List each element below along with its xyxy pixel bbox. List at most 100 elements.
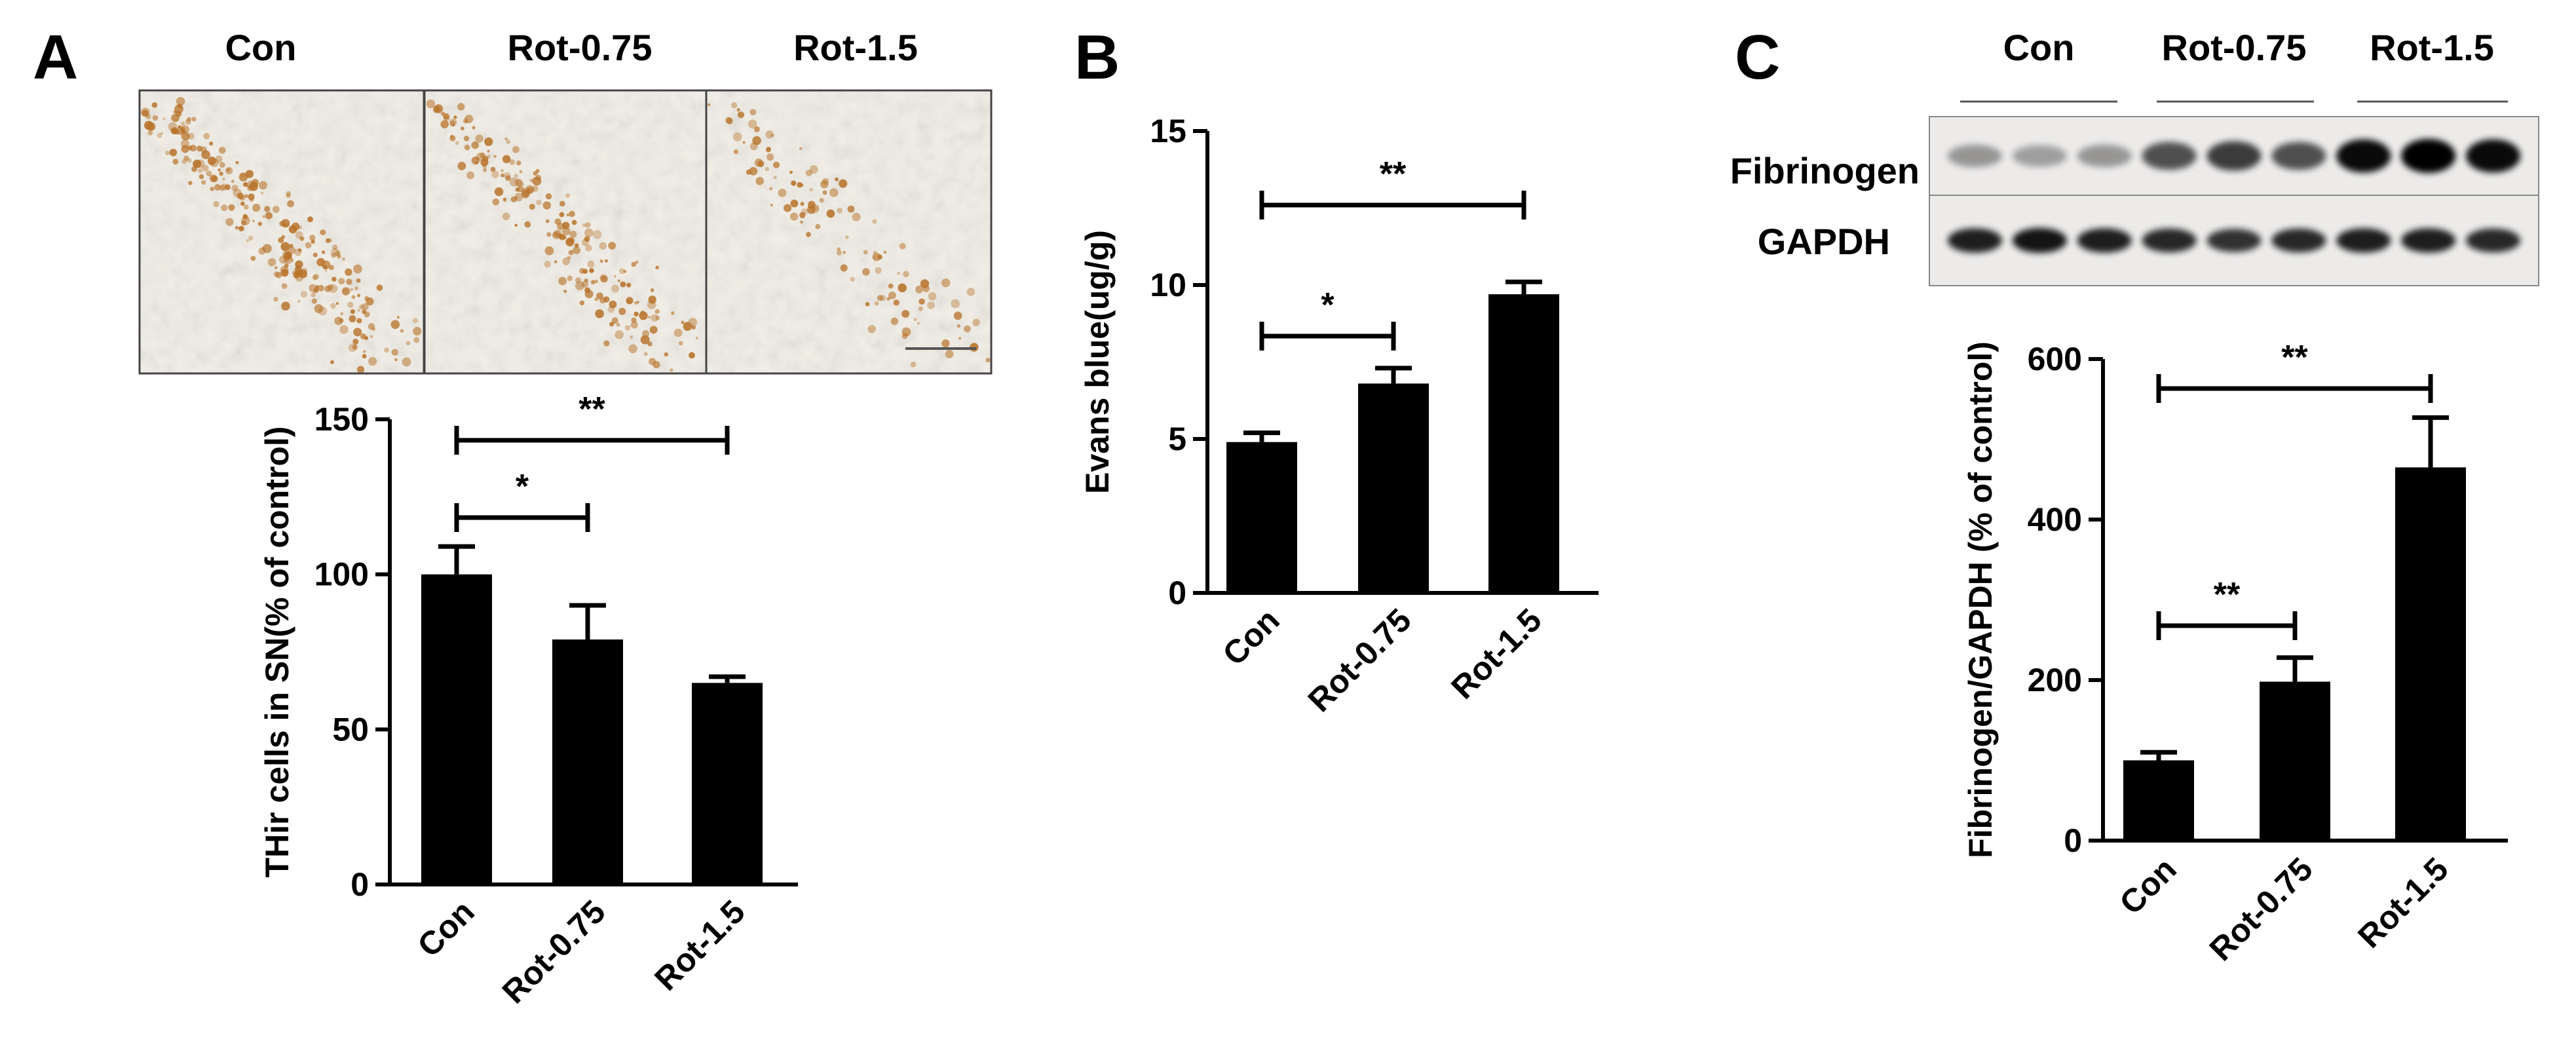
stained-cell (329, 284, 338, 294)
stained-cell (567, 275, 573, 281)
stained-cell (228, 204, 235, 211)
stained-cell (252, 204, 261, 212)
stained-cell (309, 235, 316, 241)
stained-cell (318, 306, 328, 316)
stained-cell (877, 295, 884, 301)
stained-cell (331, 244, 338, 250)
stained-cell (362, 303, 369, 311)
stained-cell (299, 236, 305, 241)
stained-cell (886, 297, 890, 301)
stained-cell (324, 269, 328, 272)
stained-cell (515, 187, 520, 192)
stained-cell (604, 259, 609, 263)
category-label-rot-1-5: Rot-1.5 (647, 893, 751, 997)
stained-cell (797, 181, 803, 188)
stained-cell (188, 181, 193, 185)
stained-cell (213, 201, 219, 208)
stained-cell (443, 115, 450, 122)
bar-con (2123, 760, 2194, 841)
stained-cell (157, 132, 162, 138)
stained-cell (273, 271, 280, 277)
stained-cell (765, 166, 770, 172)
significance-label: ** (1380, 155, 1407, 193)
stained-cell (772, 161, 780, 168)
stained-cell (671, 311, 675, 315)
blot-group-labels: Con Rot-0.75 Rot-1.5 (2003, 27, 2494, 68)
stained-cell (852, 212, 861, 221)
stained-cell (189, 144, 197, 152)
stained-cell (483, 168, 487, 172)
stained-cell (476, 157, 480, 161)
blot-band (2401, 228, 2456, 253)
stained-cell (313, 252, 318, 257)
stained-cell (514, 223, 518, 227)
stained-cell (218, 147, 226, 154)
stained-cell (648, 295, 656, 304)
stained-cell (546, 219, 550, 223)
stained-cell (455, 141, 459, 145)
stained-cell (836, 250, 843, 256)
stained-cell (199, 174, 204, 180)
stained-cell (316, 257, 326, 267)
stained-cell (519, 170, 523, 174)
stained-cell (695, 336, 699, 340)
stained-cell (274, 266, 278, 269)
stained-cell (321, 250, 326, 254)
stained-cell (193, 159, 202, 168)
stained-cell (681, 320, 685, 324)
stained-cell (272, 206, 280, 214)
stained-cell (595, 309, 604, 318)
stained-cell (261, 246, 265, 250)
blot-band (2466, 228, 2521, 253)
stained-cell (265, 212, 273, 219)
panel-b: B 0 5 10 15 Evans blue(ug/g) Con Rot-0.75 Rot-1… (1074, 22, 1599, 719)
stained-cell (754, 158, 763, 167)
micrograph-labels: Con Rot-0.75 Rot-1.5 (225, 27, 918, 68)
stained-cell (640, 335, 650, 345)
stained-cell (800, 202, 805, 206)
stained-cell (799, 212, 806, 219)
panel-b-letter: B (1074, 22, 1120, 92)
stained-cell (594, 297, 598, 301)
stained-cell (362, 354, 367, 359)
stained-cell (594, 279, 598, 283)
category-label-con: Con (2112, 850, 2183, 921)
stained-cell (806, 232, 811, 237)
stained-cell (329, 265, 335, 271)
stained-cell (353, 328, 362, 337)
stained-cell (356, 318, 362, 324)
blot-group-label-rot-075: Rot-0.75 (2162, 27, 2307, 68)
stained-cell (581, 280, 589, 288)
category-label-rot-0-75: Rot-0.75 (495, 893, 613, 1010)
stained-cell (623, 269, 627, 273)
stained-cell (536, 199, 542, 206)
stained-cell (839, 179, 848, 188)
stained-cell (275, 271, 282, 278)
stained-cell (918, 306, 923, 311)
stained-cell (559, 212, 565, 218)
stained-cell (206, 170, 212, 177)
stained-cell (502, 155, 511, 164)
stained-cell (486, 154, 491, 159)
stained-cell (883, 250, 887, 254)
stained-cell (655, 265, 659, 270)
stained-cell (554, 260, 558, 263)
stained-cell (314, 304, 324, 313)
stained-cell (369, 335, 373, 339)
stained-cell (545, 193, 552, 200)
stained-cell (264, 206, 271, 212)
stained-cell (584, 228, 594, 238)
stained-cell (180, 121, 185, 126)
blot-band (2336, 139, 2391, 173)
stained-cell (463, 118, 468, 124)
stained-cell (330, 360, 334, 364)
stained-cell (475, 134, 483, 143)
stained-cell (639, 311, 648, 320)
stained-cell (357, 294, 361, 297)
stained-cell (915, 285, 923, 294)
stained-cell (210, 186, 215, 191)
stained-cell (542, 201, 552, 210)
category-label-con: Con (410, 893, 481, 964)
stained-cell (607, 306, 615, 313)
stained-cell (600, 275, 608, 283)
